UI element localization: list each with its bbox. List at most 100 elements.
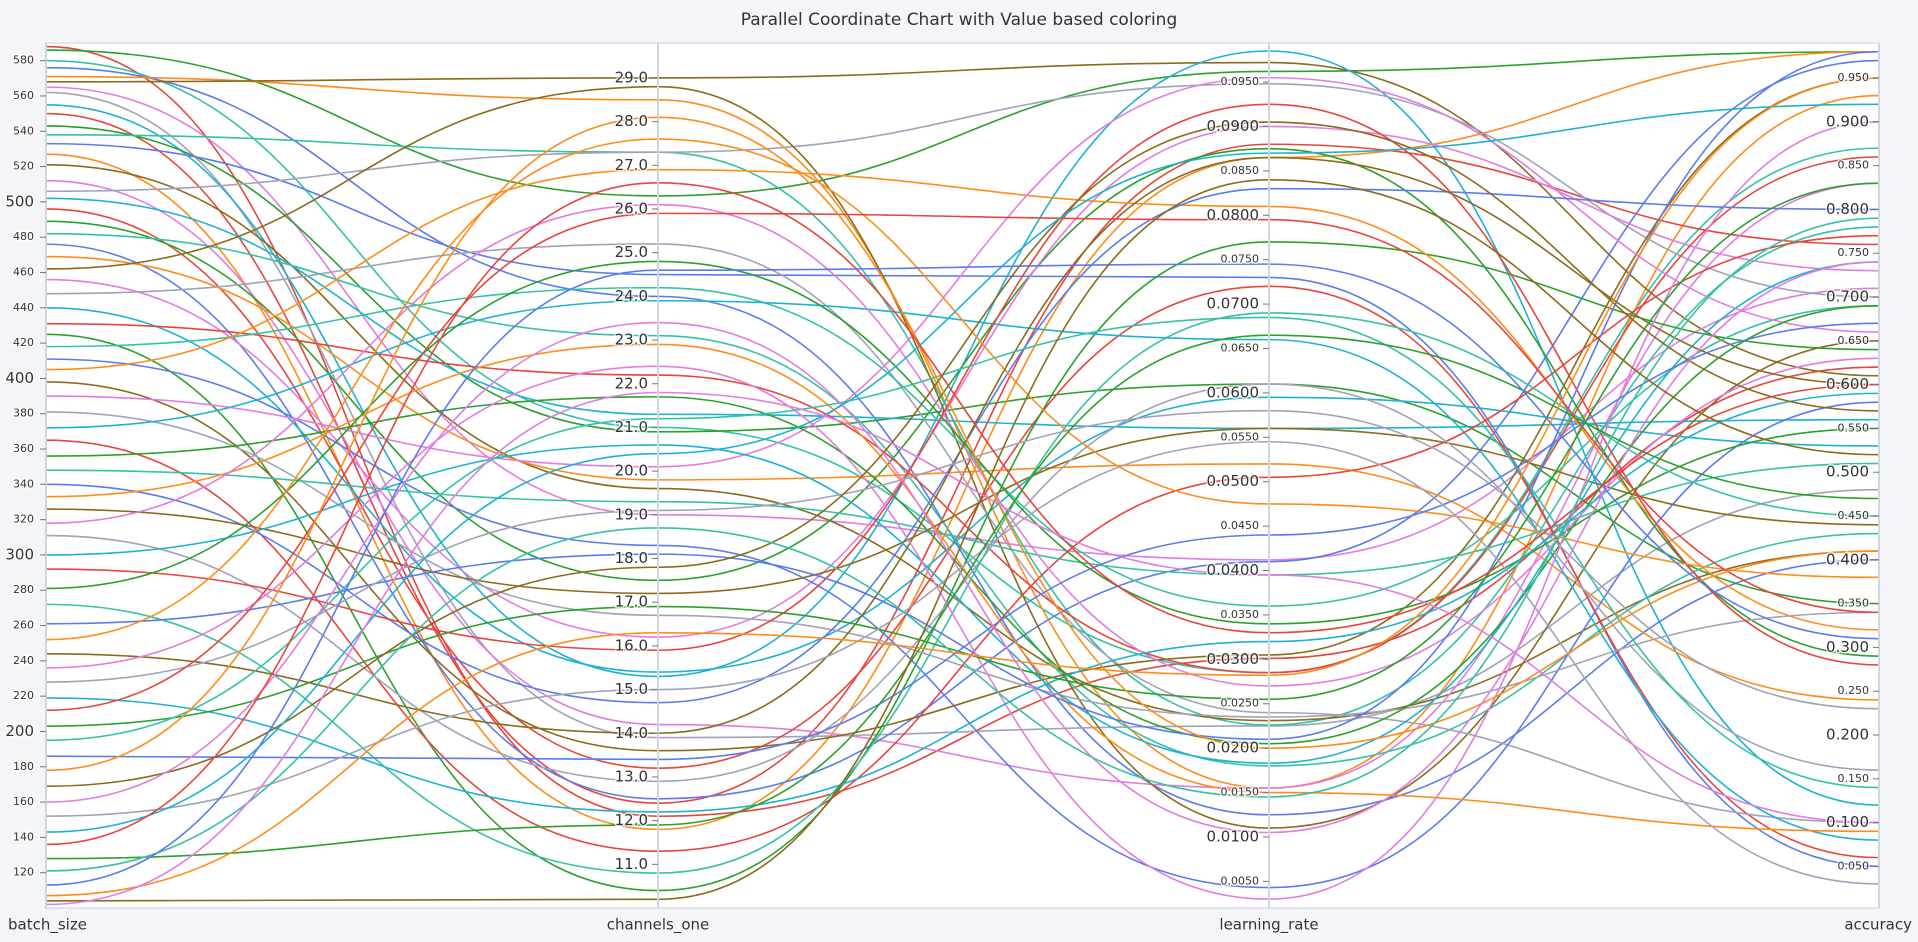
data-line — [45, 181, 1880, 846]
data-line — [45, 121, 1880, 787]
tick-label: 0.0850 — [1221, 164, 1260, 177]
data-line — [45, 391, 1880, 906]
axis-label: learning_rate — [1219, 916, 1318, 935]
tick-label: 140 — [13, 830, 34, 843]
tick-label: 14.0 — [615, 724, 648, 742]
tick-label: 460 — [13, 265, 34, 278]
axis-label: batch_size — [8, 916, 87, 935]
data-line — [45, 178, 1880, 902]
tick-label: 360 — [13, 442, 34, 455]
tick-label: 0.0050 — [1221, 874, 1260, 887]
data-line — [45, 263, 1880, 886]
tick-label: 16.0 — [615, 636, 648, 654]
tick-label: 560 — [13, 89, 34, 102]
data-line — [45, 77, 1880, 897]
tick-label: 380 — [13, 407, 34, 420]
tick-label: 21.0 — [615, 418, 648, 436]
tick-label: 22.0 — [615, 374, 648, 392]
tick-label: 0.200 — [1826, 726, 1869, 744]
data-line — [45, 103, 1880, 833]
tick-label: 0.400 — [1826, 550, 1869, 568]
data-line — [45, 304, 1880, 745]
data-line — [45, 147, 1880, 657]
data-line — [45, 49, 1880, 197]
tick-label: 240 — [13, 654, 34, 667]
data-line — [45, 261, 1880, 834]
data-line — [45, 61, 1880, 377]
axes: 120 140 160 180 200 220 240 260 280 300 320 340 360 3… — [4, 43, 1912, 935]
data-line — [45, 358, 1880, 889]
data-line — [45, 440, 1880, 885]
data-line — [45, 156, 1880, 735]
data-line — [45, 50, 1880, 741]
data-line — [45, 208, 1880, 859]
tick-label: 0.0250 — [1221, 697, 1260, 710]
tick-label: 280 — [13, 583, 34, 596]
tick-label: 29.0 — [615, 68, 648, 86]
data-line — [45, 409, 1880, 710]
data-line — [45, 299, 1880, 841]
tick-label: 160 — [13, 795, 34, 808]
tick-label: 0.0800 — [1207, 206, 1260, 224]
tick-label: 0.550 — [1838, 421, 1870, 434]
tick-label: 0.0100 — [1207, 827, 1260, 845]
data-line — [45, 121, 1880, 900]
tick-label: 27.0 — [615, 156, 648, 174]
data-line — [45, 156, 1880, 674]
tick-label: 0.0450 — [1221, 519, 1260, 532]
data-line — [45, 182, 1880, 727]
tick-label: 0.0300 — [1207, 650, 1260, 668]
tick-label: 0.0150 — [1221, 786, 1260, 799]
data-line — [45, 133, 1880, 726]
data-line — [45, 76, 1880, 468]
tick-label: 0.0200 — [1207, 739, 1260, 757]
tick-label: 120 — [13, 866, 34, 879]
axis-label: channels_one — [607, 916, 710, 935]
tick-label: 0.0350 — [1221, 608, 1260, 621]
data-line — [45, 59, 1880, 800]
tick-label: 0.100 — [1826, 813, 1869, 831]
tick-label: 23.0 — [615, 331, 648, 349]
data-line — [45, 217, 1880, 872]
data-line — [45, 179, 1880, 789]
tick-label: 0.900 — [1826, 112, 1869, 130]
tick-label: 0.0600 — [1207, 383, 1260, 401]
tick-label: 0.700 — [1826, 288, 1869, 306]
data-line — [45, 91, 1880, 739]
tick-label: 320 — [13, 513, 34, 526]
data-line — [45, 168, 1880, 631]
tick-label: 500 — [5, 192, 34, 210]
axis-label: accuracy — [1844, 916, 1912, 934]
data-line — [45, 241, 1880, 892]
tick-label: 0.150 — [1838, 772, 1870, 785]
tick-label: 0.850 — [1838, 159, 1870, 172]
tick-label: 540 — [13, 124, 34, 137]
tick-label: 0.450 — [1838, 509, 1870, 522]
tick-label: 580 — [13, 54, 34, 67]
tick-label: 26.0 — [615, 200, 648, 218]
tick-label: 13.0 — [615, 767, 648, 785]
data-line — [45, 261, 1880, 765]
tick-label: 300 — [5, 545, 34, 563]
data-line — [45, 197, 1880, 430]
tick-label: 0.0900 — [1207, 117, 1260, 135]
tick-label: 0.650 — [1838, 334, 1870, 347]
data-line — [45, 312, 1880, 874]
tick-label: 0.0400 — [1207, 561, 1260, 579]
tick-label: 260 — [13, 619, 34, 632]
tick-label: 18.0 — [615, 549, 648, 567]
tick-label: 0.250 — [1838, 684, 1870, 697]
tick-label: 15.0 — [615, 680, 648, 698]
data-line — [45, 187, 1880, 704]
tick-label: 0.0500 — [1207, 472, 1260, 490]
tick-label: 200 — [5, 722, 34, 740]
tick-label: 19.0 — [615, 505, 648, 523]
tick-label: 0.0650 — [1221, 342, 1260, 355]
data-line — [45, 77, 1880, 752]
data-line — [45, 306, 1880, 673]
tick-label: 520 — [13, 160, 34, 173]
tick-label: 17.0 — [615, 593, 648, 611]
tick-label: 11.0 — [615, 855, 648, 873]
tick-label: 0.800 — [1826, 200, 1869, 218]
